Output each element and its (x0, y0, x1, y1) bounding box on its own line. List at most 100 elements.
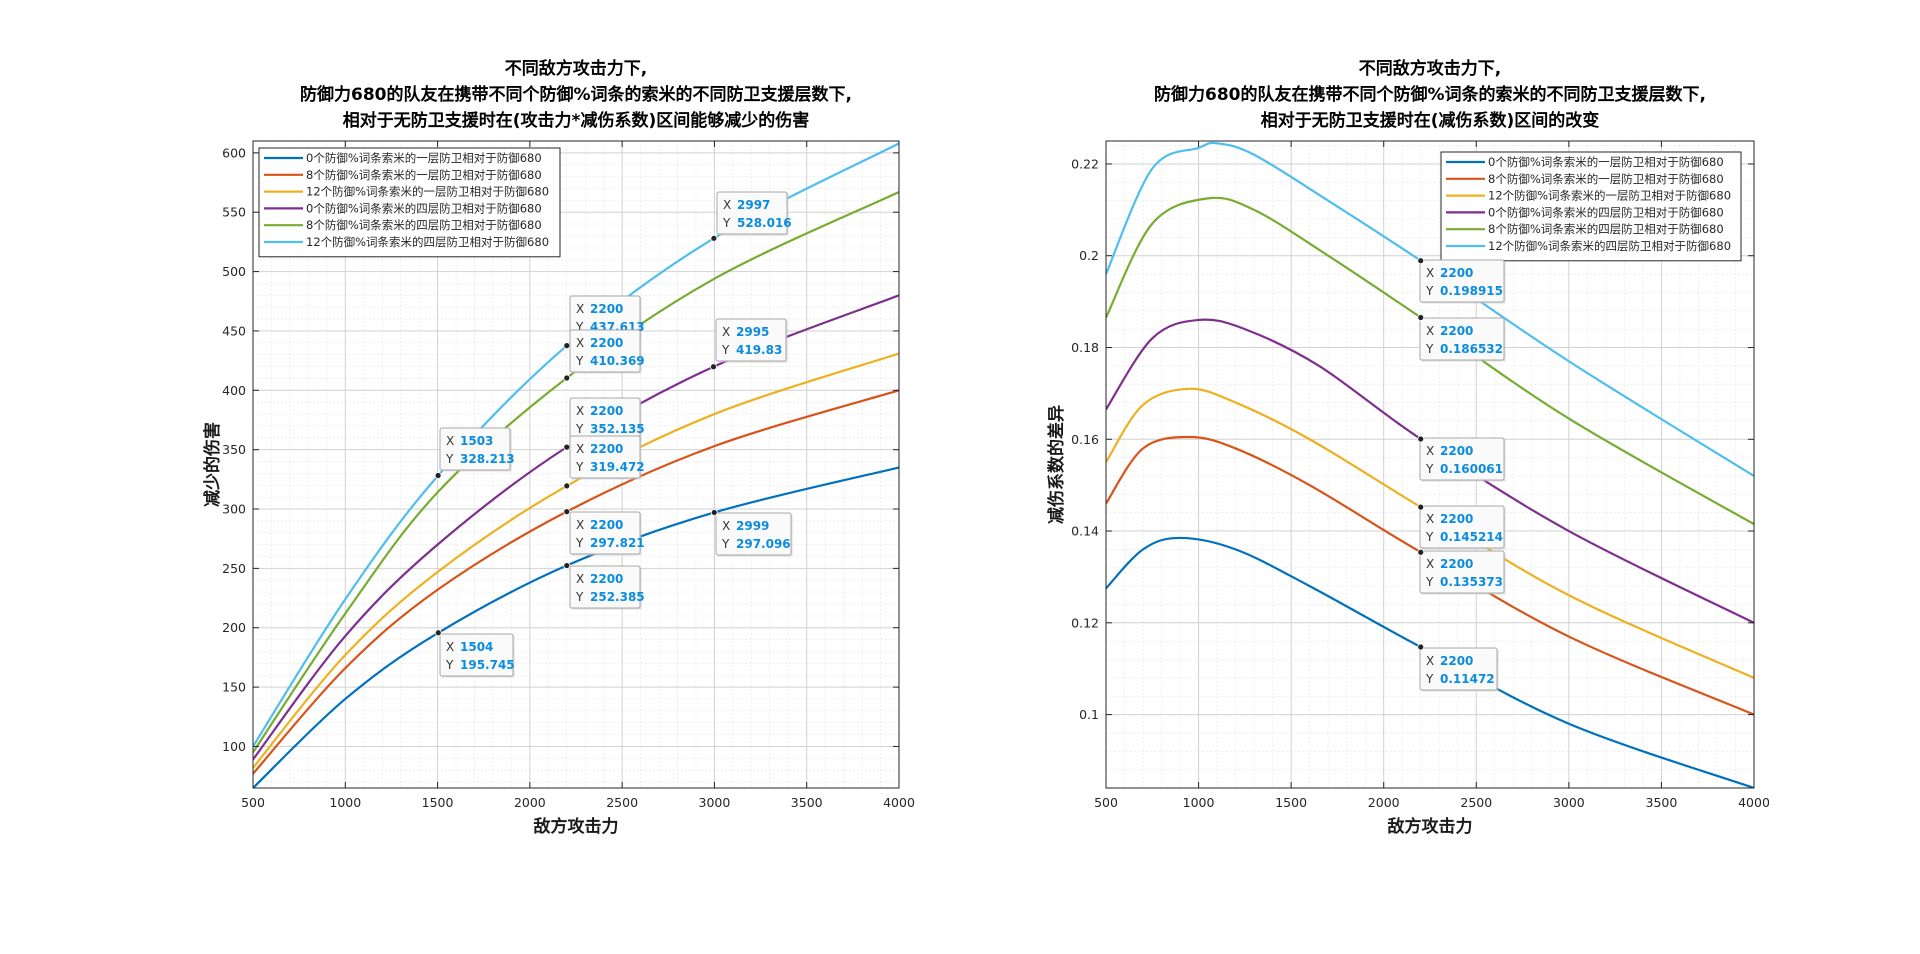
datatip-marker (563, 374, 571, 382)
series-line-6 (1106, 141, 1754, 477)
y-tick-label: 500 (222, 264, 246, 279)
datatip-x-key: X (1426, 557, 1434, 571)
datatip-y-key: Y (1425, 284, 1434, 298)
datatip-y-key: Y (721, 343, 730, 357)
datatip-x-value: 2200 (590, 302, 623, 316)
x-tick-label: 2000 (1368, 795, 1400, 810)
legend: 0个防御%词条索米的一层防卫相对于防御680 8个防御%词条索米的一层防卫相对于防… (1440, 151, 1742, 262)
y-tick-label: 400 (222, 383, 246, 398)
datatip-x-key: X (576, 404, 584, 418)
chart-title-line-2: 防御力680的队友在携带不同个防御%词条的索米的不同防卫支援层数下, (300, 84, 852, 105)
chart-title-line-3: 相对于无防卫支援时在(攻击力*减伤系数)区间能够减少的伤害 (343, 110, 809, 131)
x-tick-label: 500 (1094, 795, 1118, 810)
datatip-y-value: 297.096 (736, 537, 791, 551)
legend: 0个防御%词条索米的一层防卫相对于防御680 8个防御%词条索米的一层防卫相对于防… (258, 147, 561, 258)
datatip-x-key: X (722, 519, 730, 533)
y-tick-label: 0.16 (1071, 432, 1099, 447)
datatip-x-value: 2200 (1440, 444, 1473, 458)
datatip-y-key: Y (722, 216, 731, 230)
legend-box (258, 147, 561, 258)
series-group (253, 142, 899, 788)
x-tick-label: 3000 (1553, 795, 1585, 810)
datatip-y-value: 297.821 (590, 536, 645, 550)
datatip-x-value: 2200 (590, 572, 623, 586)
x-tick-label: 2500 (1460, 795, 1492, 810)
chart-title-line-2: 防御力680的队友在携带不同个防御%词条的索米的不同防卫支援层数下, (1154, 84, 1706, 105)
datatip-y-key: Y (575, 460, 584, 474)
datatip-y-value: 328.213 (460, 452, 515, 466)
y-tick-label: 0.12 (1071, 615, 1099, 630)
axes-box (252, 140, 900, 789)
legend-entry-4: 0个防御%词条索米的四层防卫相对于防御680 (1488, 205, 1724, 219)
x-tick-label: 4000 (1738, 795, 1770, 810)
datatip-x-key: X (1426, 266, 1434, 280)
datatip-x-value: 1504 (460, 640, 493, 654)
datatip-y-value: 0.145214 (1440, 530, 1503, 544)
datatip-y-key: Y (575, 354, 584, 368)
datatip-marker (434, 472, 442, 479)
legend-entry-1: 0个防御%词条索米的一层防卫相对于防御680 (1488, 155, 1724, 169)
datatip-marker (1417, 435, 1425, 443)
x-axis-label: 敌方攻击力 (534, 816, 619, 837)
datatip-x-value: 1503 (460, 434, 493, 448)
datatip-y-value: 0.198915 (1440, 284, 1503, 298)
datatip-x-value: 2200 (590, 404, 623, 418)
datatip-box (1419, 259, 1505, 303)
datatip-marker (710, 363, 717, 371)
datatip-x-key: X (722, 325, 730, 339)
datatip-marker (563, 342, 571, 350)
datatip-box (569, 435, 641, 479)
datatip-marker (1417, 643, 1425, 651)
series-line-4 (1106, 318, 1754, 624)
series-group (1106, 141, 1754, 788)
legend-box (1440, 151, 1742, 262)
legend-entry-6: 12个防御%词条索米的四层防卫相对于防御680 (1488, 239, 1731, 253)
series-line-3 (1106, 387, 1754, 679)
axes-box (1105, 140, 1755, 789)
datatip-x-value: 2200 (1440, 266, 1473, 280)
datatip-x-value: 2200 (1440, 512, 1473, 526)
datatip-x-key: X (576, 302, 584, 316)
datatip-x-key: X (1426, 324, 1434, 338)
datatip-x-key: X (446, 640, 454, 654)
x-tick-label: 3000 (699, 795, 731, 810)
legend-entry-1: 0个防御%词条索米的一层防卫相对于防御680 (306, 151, 542, 165)
datatip-marker (563, 562, 571, 569)
x-tick-label: 1500 (422, 795, 454, 810)
datatip-y-key: Y (1425, 462, 1434, 476)
series-line-5 (1106, 196, 1754, 526)
y-tick-label: 100 (222, 739, 246, 754)
x-tick-label: 2500 (606, 795, 638, 810)
datatip-y-value: 0.186532 (1440, 342, 1503, 356)
datatip-x-key: X (576, 336, 584, 350)
legend-entry-2: 8个防御%词条索米的一层防卫相对于防御680 (306, 168, 542, 182)
datatip-x-value: 2200 (1440, 654, 1473, 668)
datatip-y-value: 419.83 (736, 343, 782, 357)
datatip-marker (1417, 548, 1425, 556)
datatip-y-key: Y (575, 320, 584, 334)
datatip-y-value: 319.472 (590, 460, 645, 474)
y-tick-label: 600 (222, 145, 246, 160)
datatip-y-key: Y (1425, 530, 1434, 544)
datatip-y-value: 252.385 (590, 590, 645, 604)
x-tick-label: 2000 (514, 795, 546, 810)
datatip-box (715, 512, 792, 556)
legend-entry-5: 8个防御%词条索米的四层防卫相对于防御680 (306, 218, 542, 232)
series-line-5 (253, 191, 899, 753)
datatip-marker (434, 629, 442, 637)
chart-title-line-3: 相对于无防卫支援时在(减伤系数)区间的改变 (1261, 110, 1600, 131)
datatip-marker (710, 509, 718, 516)
datatip-y-value: 410.369 (590, 354, 645, 368)
series-line-1 (1106, 536, 1754, 788)
datatip-x-value: 2200 (1440, 324, 1473, 338)
y-tick-label: 450 (222, 323, 246, 338)
legend-entry-5: 8个防御%词条索米的四层防卫相对于防御680 (1488, 222, 1724, 236)
x-tick-label: 500 (241, 795, 265, 810)
y-tick-label: 300 (222, 502, 246, 517)
datatip-x-key: X (1426, 654, 1434, 668)
datatip-box (1419, 317, 1505, 361)
datatip-y-key: Y (721, 537, 730, 551)
datatip-y-value: 352.135 (590, 422, 645, 436)
datatip-x-value: 2200 (590, 518, 623, 532)
